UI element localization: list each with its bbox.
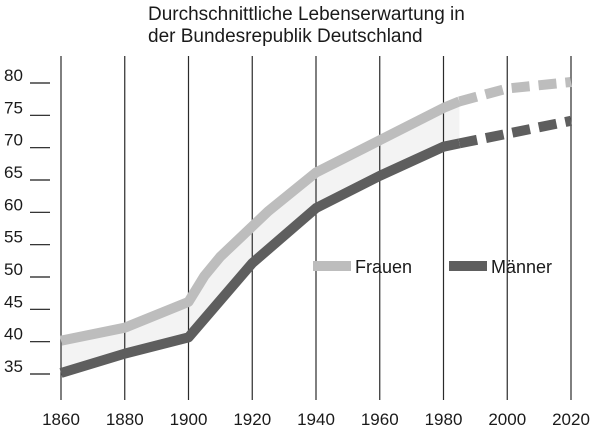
- y-tick-70: 70: [4, 131, 23, 150]
- x-tick-2020: 2020: [552, 410, 590, 429]
- legend-label-0: Frauen: [355, 257, 412, 277]
- series-line-1: [59, 138, 461, 378]
- y-tick-35: 35: [4, 357, 23, 376]
- x-tick-1860: 1860: [42, 410, 80, 429]
- series-line-0: [60, 96, 462, 346]
- x-tick-1940: 1940: [297, 410, 335, 429]
- y-tick-45: 45: [4, 292, 23, 311]
- y-tick-80: 80: [4, 66, 23, 85]
- area-between-series: [61, 101, 460, 374]
- chart-title: Durchschnittliche Lebenserwartung in der…: [0, 4, 590, 50]
- x-tick-1920: 1920: [233, 410, 271, 429]
- band-fill: [61, 101, 460, 374]
- chart-title-line-1: Durchschnittliche Lebenserwartung in: [148, 4, 465, 25]
- y-tick-50: 50: [4, 260, 23, 279]
- legend-label-1: Männer: [491, 257, 552, 277]
- x-tick-1980: 1980: [425, 410, 463, 429]
- y-tick-55: 55: [4, 228, 23, 247]
- x-tick-2000: 2000: [488, 410, 526, 429]
- y-tick-75: 75: [4, 98, 23, 117]
- x-tick-1900: 1900: [170, 410, 208, 429]
- y-axis-ticks: 35 40 45 50 55 60 65 70 75 80: [4, 66, 50, 376]
- legend-swatch-1: [449, 261, 487, 271]
- legend-swatch-0: [313, 261, 351, 271]
- x-tick-1880: 1880: [106, 410, 144, 429]
- y-tick-60: 60: [4, 195, 23, 214]
- chart-title-line-2: der Bundesrepublik Deutschland: [148, 26, 423, 47]
- series-projection-1: [458, 115, 572, 149]
- x-tick-1960: 1960: [361, 410, 399, 429]
- series-lines: [59, 77, 572, 378]
- legend: Frauen Männer: [313, 257, 552, 277]
- x-axis-ticks: 1860 1880 1900 1920 1940 1960 1980 2000 2020: [42, 410, 590, 429]
- y-tick-40: 40: [4, 325, 23, 344]
- series-projection-0: [458, 77, 572, 107]
- y-tick-65: 65: [4, 163, 23, 182]
